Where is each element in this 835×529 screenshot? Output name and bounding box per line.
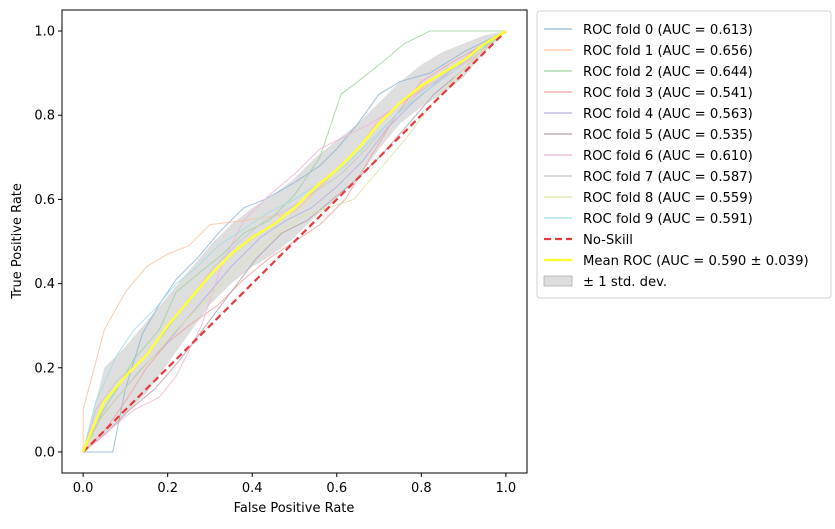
y-ticks: 0.0 0.2 0.4 0.6 0.8 1.0 — [34, 25, 62, 460]
legend: ROC fold 0 (AUC = 0.613) ROC fold 1 (AUC … — [536, 10, 832, 299]
x-tick-label: 0.0 — [73, 481, 94, 496]
series-line-9 — [82, 30, 507, 453]
legend-label: ROC fold 8 (AUC = 0.559) — [583, 191, 753, 206]
axes-frame — [61, 9, 528, 474]
series-line-10 — [82, 30, 507, 453]
x-tick-label: 1.0 — [496, 481, 517, 496]
legend-frame — [536, 10, 832, 299]
legend-label: No-Skill — [583, 233, 633, 248]
legend-label: ROC fold 9 (AUC = 0.591) — [583, 212, 753, 227]
x-axis-label: False Positive Rate — [234, 501, 355, 516]
legend-label: ROC fold 1 (AUC = 0.656) — [583, 44, 753, 59]
y-tick-label: 0.8 — [34, 109, 55, 124]
legend-label: ROC fold 7 (AUC = 0.587) — [583, 170, 753, 185]
y-tick-label: 1.0 — [34, 25, 55, 40]
x-tick-label: 0.8 — [411, 481, 432, 496]
legend-label: ROC fold 6 (AUC = 0.610) — [583, 149, 753, 164]
series-line-3 — [82, 30, 507, 453]
legend-label: ROC fold 4 (AUC = 0.563) — [583, 107, 753, 122]
x-ticks: 0.0 0.2 0.4 0.6 0.8 1.0 — [73, 473, 516, 496]
y-tick-label: 0.2 — [34, 361, 55, 376]
series-line-4 — [82, 30, 507, 453]
y-tick-label: 0.0 — [34, 445, 55, 460]
legend-label: ROC fold 3 (AUC = 0.541) — [583, 86, 753, 101]
legend-label: Mean ROC (AUC = 0.590 ± 0.039) — [583, 254, 809, 269]
series-layer — [82, 30, 507, 453]
series-line-5 — [82, 30, 507, 453]
legend-label: ROC fold 5 (AUC = 0.535) — [583, 128, 753, 143]
y-tick-label: 0.4 — [34, 277, 55, 292]
y-tick-label: 0.6 — [34, 193, 55, 208]
y-axis-label: True Positive Rate — [10, 183, 25, 300]
x-tick-label: 0.6 — [326, 481, 347, 496]
legend-swatch — [543, 275, 573, 287]
x-tick-label: 0.2 — [157, 481, 178, 496]
legend-label: ± 1 std. dev. — [583, 275, 667, 290]
series-line-0 — [83, 30, 507, 453]
legend-label: ROC fold 2 (AUC = 0.644) — [583, 65, 753, 80]
x-tick-label: 0.4 — [242, 481, 263, 496]
legend-label: ROC fold 0 (AUC = 0.613) — [583, 23, 753, 38]
series-line-2 — [82, 30, 506, 453]
series-line-11 — [82, 30, 507, 453]
